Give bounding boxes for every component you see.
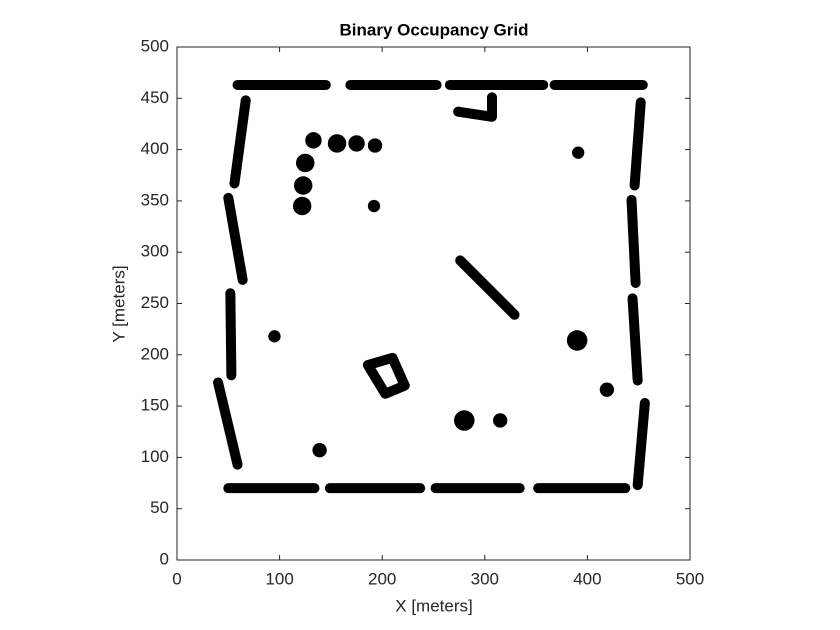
y-tick-label: 500 xyxy=(141,36,169,55)
chart-title: Binary Occupancy Grid xyxy=(340,20,529,39)
obstacle xyxy=(268,330,281,343)
x-tick-label: 200 xyxy=(368,569,396,588)
wall xyxy=(362,352,410,399)
obstacle xyxy=(293,176,313,195)
x-tick-label: 100 xyxy=(265,569,293,588)
obstacle xyxy=(327,134,347,153)
obstacle xyxy=(566,330,588,351)
obstacle xyxy=(454,410,475,431)
x-tick-label: 500 xyxy=(676,569,704,588)
y-tick-label: 100 xyxy=(141,447,169,466)
y-axis-label: Y [meters] xyxy=(109,265,128,342)
wall xyxy=(629,97,646,191)
y-tick-label: 300 xyxy=(141,242,169,261)
y-tick-label: 200 xyxy=(141,344,169,363)
y-tick-label: 350 xyxy=(141,190,169,209)
obstacle xyxy=(296,153,315,173)
wall xyxy=(632,398,650,491)
y-tick-label: 450 xyxy=(141,88,169,107)
y-tick-label: 250 xyxy=(141,293,169,312)
wall xyxy=(223,192,248,285)
wall xyxy=(453,92,497,122)
x-tick-label: 400 xyxy=(573,569,601,588)
wall xyxy=(627,293,643,386)
obstacle xyxy=(312,443,327,458)
y-tick-label: 0 xyxy=(160,549,169,568)
obstacle xyxy=(493,413,508,428)
x-axis-label: X [meters] xyxy=(395,596,472,615)
obstacle xyxy=(599,382,615,397)
y-tick-label: 400 xyxy=(141,139,169,158)
wall xyxy=(455,255,520,320)
wall xyxy=(626,194,641,288)
obstacle xyxy=(348,135,365,152)
obstacle xyxy=(292,196,312,216)
wall xyxy=(229,95,251,189)
obstacle xyxy=(367,199,381,213)
x-tick-label: 300 xyxy=(471,569,499,588)
wall xyxy=(213,377,243,470)
obstacle xyxy=(572,146,585,159)
y-tick-label: 50 xyxy=(150,498,169,517)
wall xyxy=(225,288,237,381)
plot-area: 0 100 200 300 400 500 0 50 100 150 200 250 300 350 400… xyxy=(141,36,705,588)
x-tick-label: 0 xyxy=(172,569,181,588)
obstacle xyxy=(305,132,322,149)
obstacle xyxy=(367,138,383,153)
y-tick-label: 150 xyxy=(141,396,169,415)
